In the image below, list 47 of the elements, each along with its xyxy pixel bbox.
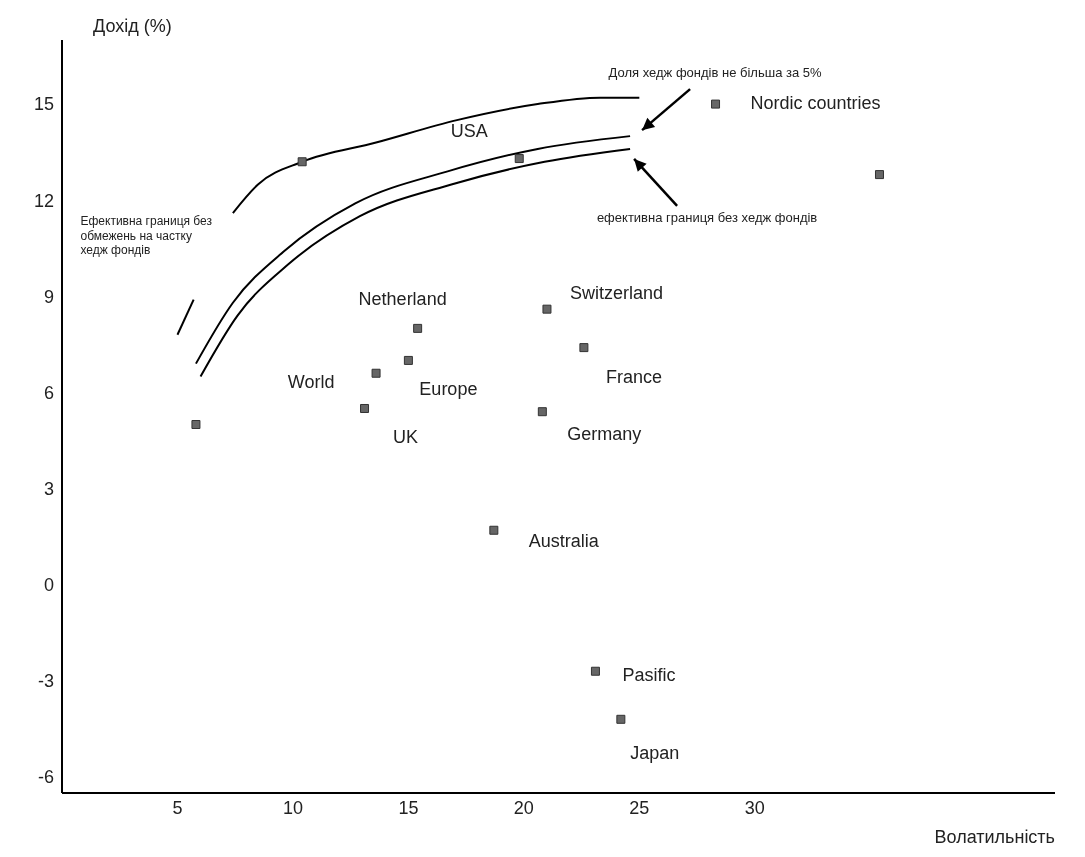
- annotation: Netherland: [358, 289, 447, 310]
- annotation: World: [287, 371, 335, 392]
- annotation: Japan: [630, 743, 680, 764]
- x-tick-label: 10: [282, 797, 303, 818]
- point: [616, 714, 626, 724]
- x-tick-label: 20: [513, 797, 534, 818]
- x-tick-label: 5: [172, 797, 183, 818]
- point: [590, 666, 600, 676]
- annotation: Australia: [528, 531, 600, 551]
- x-tick-label: 15: [398, 797, 419, 818]
- annotation: Pasific: [622, 664, 676, 685]
- x-tick-label: 25: [629, 797, 650, 818]
- y-tick-label: 15: [33, 94, 54, 115]
- point: [874, 170, 884, 180]
- line-series: [231, 96, 641, 215]
- annotation: Europe: [419, 379, 478, 400]
- point: [711, 99, 721, 109]
- point: [489, 525, 499, 535]
- point: [579, 343, 589, 353]
- y-axis-title: Дохід (%): [93, 16, 172, 37]
- annotation: Germany: [567, 423, 642, 444]
- annotation: France: [605, 366, 662, 387]
- y-tick-label: 3: [43, 478, 54, 499]
- y-tick-label: 0: [43, 575, 54, 596]
- annotation: Switzerland: [569, 282, 663, 303]
- y-tick-label: -6: [37, 767, 54, 788]
- point: [360, 403, 370, 413]
- point: [191, 420, 201, 430]
- point: [371, 368, 381, 378]
- annotation: Ефективна границя без обмежень на частку хедж фондів: [80, 214, 213, 258]
- y-tick-label: 12: [33, 190, 54, 211]
- x-tick-label: 30: [744, 797, 765, 818]
- y-tick-label: -3: [37, 671, 54, 692]
- annotation: USA: [450, 120, 488, 141]
- annotation: Доля хедж фондів не більша за 5%: [608, 65, 823, 81]
- annotation: UK: [393, 427, 419, 448]
- x-axis-title: Волатильність: [934, 827, 1055, 847]
- point: [542, 304, 552, 314]
- y-tick-label: 6: [43, 382, 54, 403]
- y-tick-label: 9: [43, 286, 54, 307]
- point: [297, 157, 307, 167]
- point: [514, 154, 524, 164]
- point: [537, 407, 547, 417]
- annotation: ефективна границя без хедж фондів: [596, 210, 818, 226]
- point: [403, 355, 413, 365]
- annotation: Nordic countries: [750, 92, 881, 113]
- point: [413, 323, 423, 333]
